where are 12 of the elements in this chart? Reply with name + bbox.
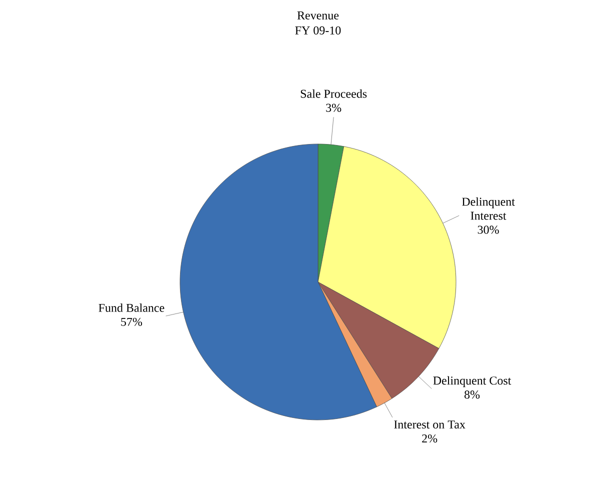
data-label: 8% [464,390,480,399]
data-label: 30% [478,226,499,234]
chart-title: Revenue [297,12,339,20]
slice-label: Fund Balance [98,303,164,312]
data-label: 3% [326,104,342,112]
slice-label: Delinquent Cost [433,376,512,388]
chart-subtitle: FY 09-10 [295,26,341,34]
slice-label: Sale Proceeds [300,89,367,98]
slice-label: Interest on Tax [394,420,466,429]
slice-label: Delinquent Interest [462,197,515,220]
data-label: 2% [422,434,438,443]
data-label: 57% [121,318,142,326]
